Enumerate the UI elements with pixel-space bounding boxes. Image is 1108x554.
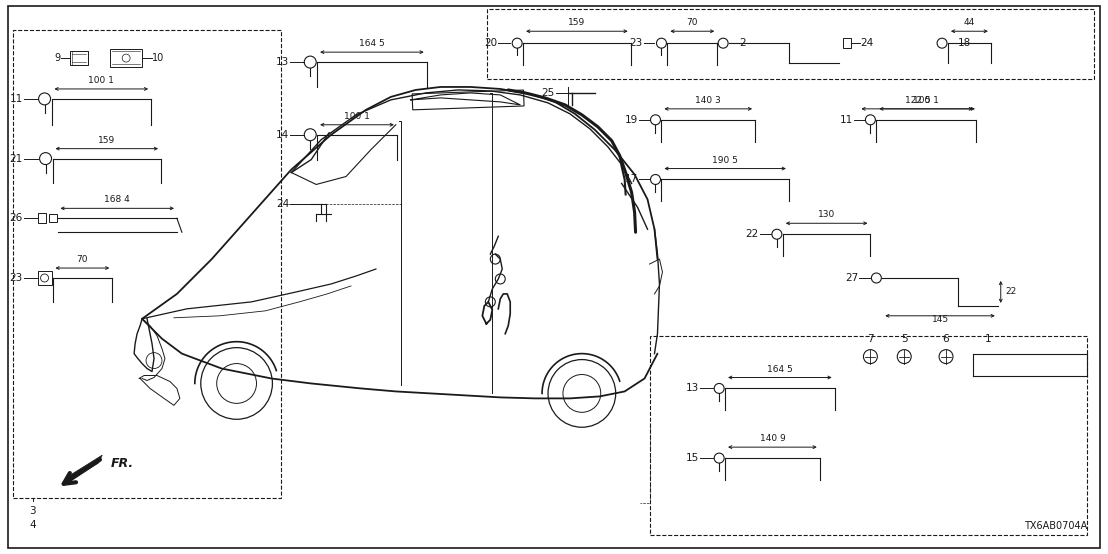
Text: 145: 145 — [932, 315, 948, 324]
Bar — [412, 90, 524, 110]
Text: 11: 11 — [10, 94, 22, 104]
Text: 7: 7 — [868, 334, 874, 343]
Text: 190 5: 190 5 — [712, 156, 738, 165]
Text: 70: 70 — [687, 18, 698, 27]
Text: 19: 19 — [624, 115, 637, 125]
Text: 9: 9 — [54, 53, 61, 63]
Text: 24: 24 — [861, 38, 874, 48]
Text: 13: 13 — [276, 57, 289, 67]
Text: 18: 18 — [958, 38, 972, 48]
Text: 140 3: 140 3 — [696, 96, 721, 105]
Text: 22: 22 — [746, 229, 759, 239]
Text: 15: 15 — [686, 453, 699, 463]
Text: 23: 23 — [10, 273, 22, 283]
Bar — [38, 213, 45, 223]
Text: 17: 17 — [624, 175, 637, 184]
Text: 3: 3 — [29, 506, 35, 516]
Text: 70: 70 — [76, 255, 89, 264]
Text: 26: 26 — [10, 213, 22, 223]
Bar — [649, 336, 1087, 535]
Text: TX6AB0704A: TX6AB0704A — [1024, 521, 1087, 531]
Text: 44: 44 — [964, 18, 975, 27]
Text: 24: 24 — [276, 199, 289, 209]
Text: 159: 159 — [99, 136, 115, 145]
Text: 6: 6 — [943, 334, 950, 343]
Text: 20: 20 — [484, 38, 497, 48]
Text: 23: 23 — [629, 38, 643, 48]
Text: 21: 21 — [10, 153, 22, 163]
Text: 100 1: 100 1 — [89, 76, 114, 85]
Text: 27: 27 — [845, 273, 859, 283]
Text: 22: 22 — [1006, 288, 1017, 296]
Text: 140 9: 140 9 — [759, 434, 786, 443]
Text: 1: 1 — [985, 334, 992, 343]
Text: 10: 10 — [152, 53, 164, 63]
Polygon shape — [66, 455, 102, 483]
Bar — [49, 214, 57, 222]
Text: 168 4: 168 4 — [104, 196, 130, 204]
Text: 130: 130 — [818, 211, 835, 219]
Text: 159: 159 — [568, 18, 585, 27]
Bar — [488, 9, 1095, 79]
Text: 4: 4 — [29, 520, 35, 530]
Text: 2: 2 — [739, 38, 746, 48]
Text: 122 5: 122 5 — [905, 96, 931, 105]
Text: 5: 5 — [901, 334, 907, 343]
Bar — [12, 30, 281, 498]
Text: 25: 25 — [542, 88, 555, 98]
Text: 164 5: 164 5 — [767, 365, 792, 373]
Bar — [842, 38, 851, 48]
Bar — [38, 271, 52, 285]
Text: 11: 11 — [840, 115, 853, 125]
Bar — [71, 51, 89, 65]
Text: 100 1: 100 1 — [345, 112, 370, 121]
Text: 14: 14 — [276, 130, 289, 140]
Text: 164 5: 164 5 — [359, 39, 384, 48]
Text: FR.: FR. — [110, 456, 133, 470]
Bar — [110, 49, 142, 67]
Text: 100 1: 100 1 — [913, 96, 940, 105]
Text: 13: 13 — [686, 383, 699, 393]
